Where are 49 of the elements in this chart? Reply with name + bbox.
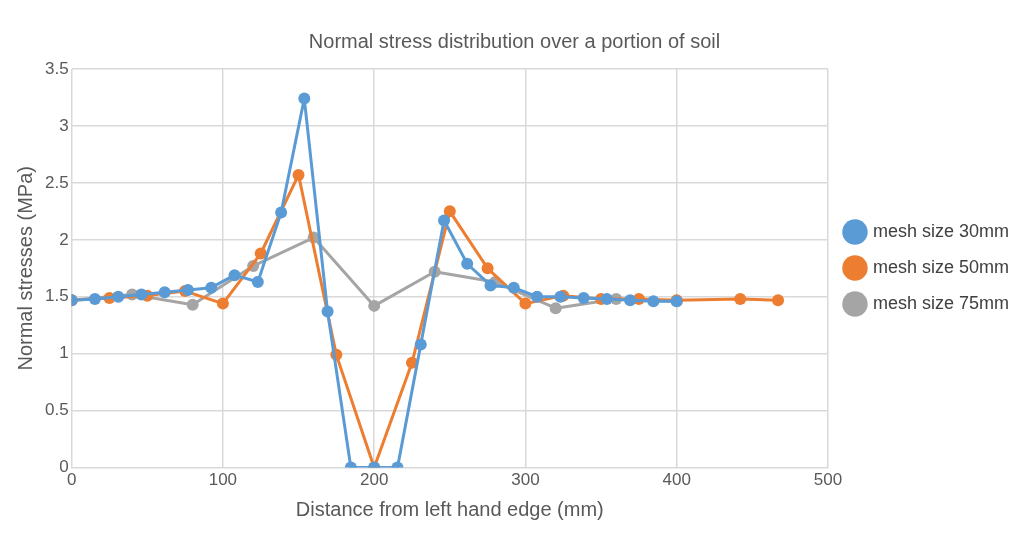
point bbox=[321, 305, 334, 318]
point bbox=[519, 297, 532, 310]
y-tick-label: 0.5 bbox=[44, 400, 69, 420]
y-tick-label: 3.5 bbox=[44, 58, 69, 78]
point bbox=[298, 92, 311, 105]
x-tick-label: 100 bbox=[208, 470, 238, 490]
y-tick-label: 2 bbox=[59, 229, 69, 249]
point bbox=[443, 205, 456, 218]
y-tick-label: 1.5 bbox=[44, 286, 69, 306]
point bbox=[531, 290, 544, 303]
y-tick-label: 3 bbox=[59, 115, 69, 135]
point bbox=[368, 299, 381, 312]
point bbox=[438, 214, 451, 227]
y-tick-label: 0 bbox=[59, 457, 69, 477]
x-axis-title: Distance from left hand edge (mm) bbox=[295, 497, 604, 520]
point bbox=[734, 293, 747, 306]
point bbox=[228, 269, 241, 282]
point bbox=[216, 297, 229, 310]
point bbox=[772, 294, 785, 307]
legend-label: mesh size 30mm bbox=[872, 220, 1010, 241]
x-tick-label: 300 bbox=[511, 470, 540, 490]
point bbox=[292, 168, 305, 181]
y-tick-label: 2.5 bbox=[44, 172, 69, 192]
y-tick-label: 1 bbox=[59, 343, 69, 363]
x-tick-label: 500 bbox=[813, 470, 843, 490]
legend-label: mesh size 75mm bbox=[872, 292, 1010, 313]
point bbox=[577, 291, 590, 304]
point bbox=[484, 279, 497, 292]
x-tick-label: 200 bbox=[359, 470, 389, 490]
point bbox=[112, 290, 125, 303]
point bbox=[135, 288, 148, 301]
x-tick-label: 400 bbox=[662, 470, 691, 490]
point bbox=[158, 286, 171, 299]
point bbox=[414, 338, 427, 351]
point bbox=[507, 281, 520, 294]
point bbox=[205, 281, 218, 294]
point bbox=[461, 257, 474, 270]
point bbox=[600, 293, 613, 306]
point bbox=[186, 298, 199, 311]
point bbox=[624, 294, 637, 307]
point bbox=[88, 293, 101, 306]
y-axis-title: Normal stresses (MPa) bbox=[13, 166, 36, 371]
chart-title: Normal stress distribution over a portion of soil bbox=[308, 29, 721, 52]
point bbox=[481, 262, 494, 275]
point bbox=[251, 275, 264, 288]
point bbox=[549, 302, 562, 315]
point bbox=[275, 206, 288, 219]
point bbox=[647, 295, 660, 308]
legend-label: mesh size 50mm bbox=[872, 256, 1010, 277]
